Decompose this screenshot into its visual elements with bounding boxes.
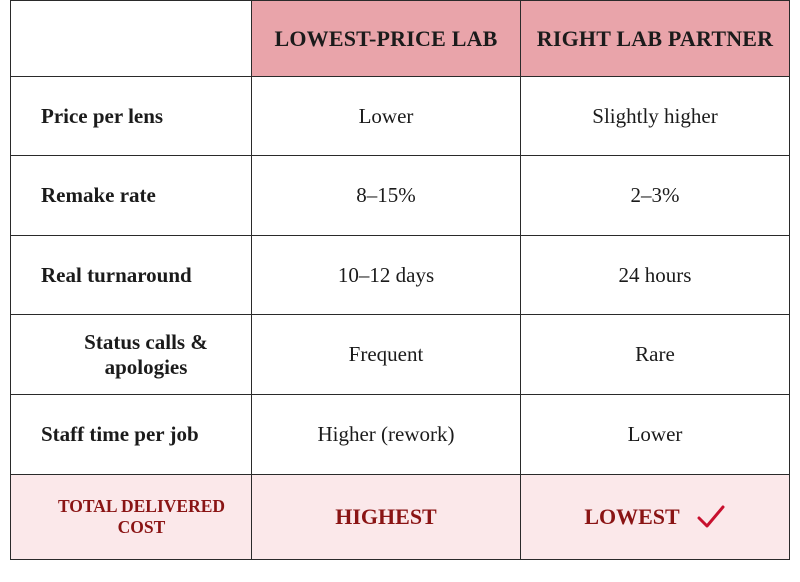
cell-lowest-staff-time: Higher (rework) [252,395,521,475]
cell-lowest-real-turnaround: 10–12 days [252,236,521,315]
header-corner [11,1,252,77]
cell-right-status-calls: Rare [521,315,789,395]
cell-right-remake-rate: 2–3% [521,156,789,236]
cell-right-staff-time: Lower [521,395,789,475]
comparison-table: LOWEST-PRICE LAB RIGHT LAB PARTNER Price… [10,0,790,560]
cell-lowest-remake-rate: 8–15% [252,156,521,236]
cell-lowest-status-calls: Frequent [252,315,521,395]
row-label-remake-rate: Remake rate [11,156,252,236]
row-label-price-per-lens: Price per lens [11,77,252,156]
total-delivered-cost-label: TOTAL DELIVERED COST [11,475,252,559]
row-label-real-turnaround: Real turnaround [11,236,252,315]
cell-right-price-per-lens: Slightly higher [521,77,789,156]
checkmark-icon [697,505,725,528]
header-right-lab-partner: RIGHT LAB PARTNER [521,1,789,77]
cell-lowest-price-per-lens: Lower [252,77,521,156]
total-right-value: LOWEST [584,504,680,529]
cell-right-real-turnaround: 24 hours [521,236,789,315]
total-lowest-price-lab: HIGHEST [252,475,521,559]
row-label-staff-time: Staff time per job [11,395,252,475]
row-label-status-calls: Status calls & apologies [11,315,252,395]
total-right-lab-partner: LOWEST [521,475,789,559]
header-lowest-price-lab: LOWEST-PRICE LAB [252,1,521,77]
